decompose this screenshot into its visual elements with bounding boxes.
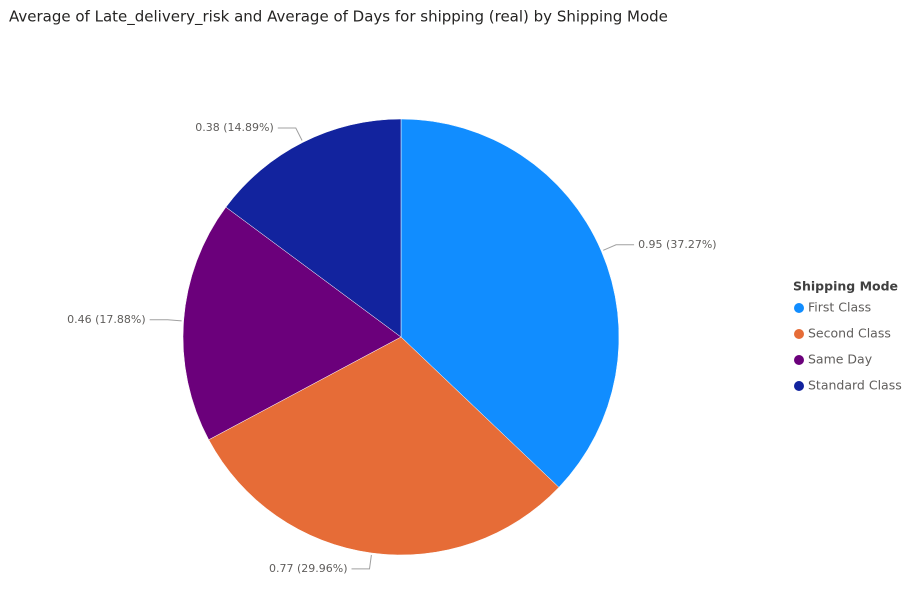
data-label: 0.77 (29.96%) [269, 562, 348, 575]
pie-slice [400, 118, 620, 488]
legend-marker [794, 303, 804, 313]
legend-title: Shipping Mode [793, 279, 898, 294]
legend-label: Standard Class [808, 378, 902, 393]
pie-slice [208, 336, 560, 556]
leader-line [351, 554, 372, 570]
pie-slice [182, 206, 402, 441]
data-label: 0.95 (37.27%) [638, 238, 717, 251]
leader-line [149, 319, 182, 322]
chart-title: Average of Late_delivery_risk and Averag… [9, 8, 668, 27]
pie-slice [225, 118, 402, 338]
legend-label: First Class [808, 300, 871, 315]
legend-label: Same Day [808, 352, 873, 367]
legend-marker [794, 329, 804, 339]
legend-marker [794, 381, 804, 391]
data-label: 0.38 (14.89%) [195, 121, 274, 134]
leader-line [603, 244, 635, 251]
data-label: 0.46 (17.88%) [67, 313, 146, 326]
legend-label: Second Class [808, 326, 891, 341]
legend-marker [794, 355, 804, 365]
leader-line [277, 127, 303, 141]
